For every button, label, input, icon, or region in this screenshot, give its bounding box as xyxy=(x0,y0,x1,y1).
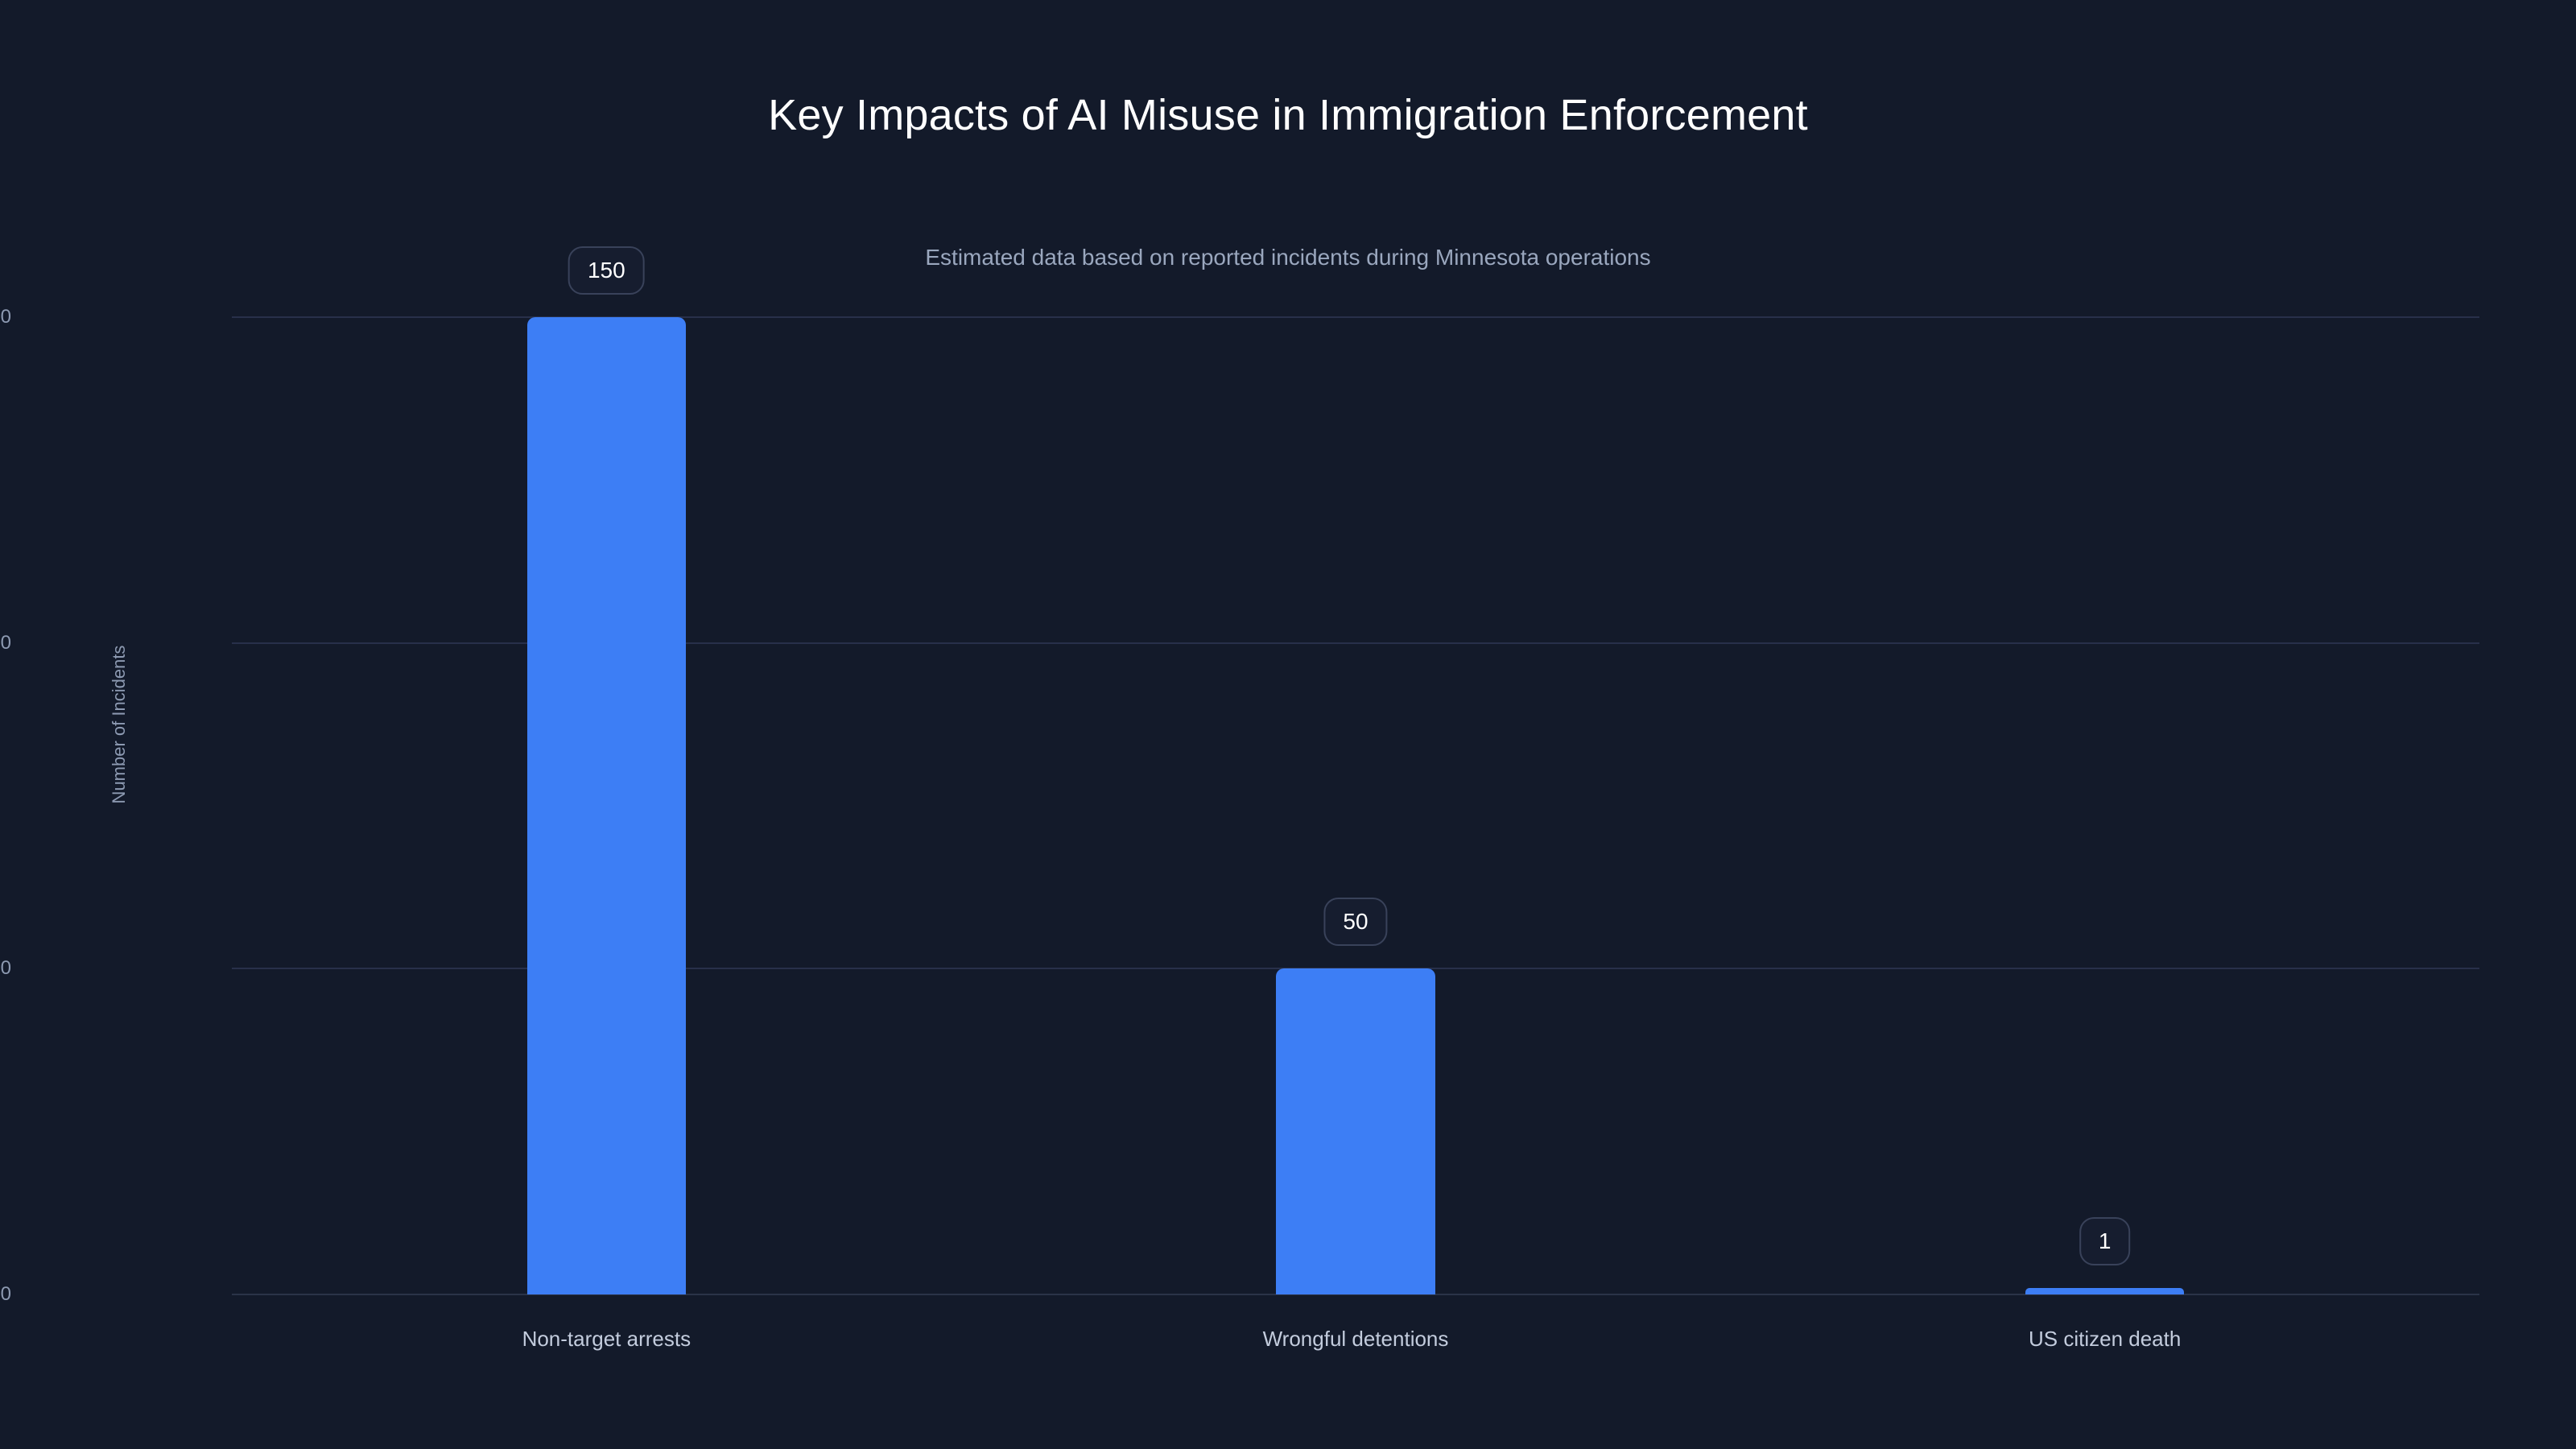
plot-area xyxy=(232,316,2479,1295)
bar[interactable] xyxy=(526,317,686,1294)
gridline xyxy=(232,642,2479,644)
x-axis-tick-label: US citizen death xyxy=(2028,1327,2182,1351)
bar-value-label: 50 xyxy=(1323,898,1388,947)
gridline xyxy=(232,316,2479,318)
y-axis-tick-label: 50 xyxy=(0,957,11,980)
chart-title: Key Impacts of AI Misuse in Immigration … xyxy=(768,91,1808,139)
gridline xyxy=(232,968,2479,970)
bar[interactable] xyxy=(1276,968,1435,1294)
y-axis-tick-label: 150 xyxy=(0,306,11,328)
chart-subtitle: Estimated data based on reported inciden… xyxy=(925,245,1651,270)
bar[interactable] xyxy=(2025,1287,2185,1294)
bar-value-label: 150 xyxy=(568,246,645,295)
axis-baseline xyxy=(232,1294,2479,1295)
y-axis-tick-label: 100 xyxy=(0,631,11,654)
y-axis-tick-label: 0 xyxy=(0,1283,11,1305)
y-axis-label: Number of Incidents xyxy=(109,645,129,804)
x-axis-tick-label: Wrongful detentions xyxy=(1262,1327,1449,1351)
bar-value-label: 1 xyxy=(2079,1216,2131,1265)
x-axis-tick-label: Non-target arrests xyxy=(522,1327,691,1351)
